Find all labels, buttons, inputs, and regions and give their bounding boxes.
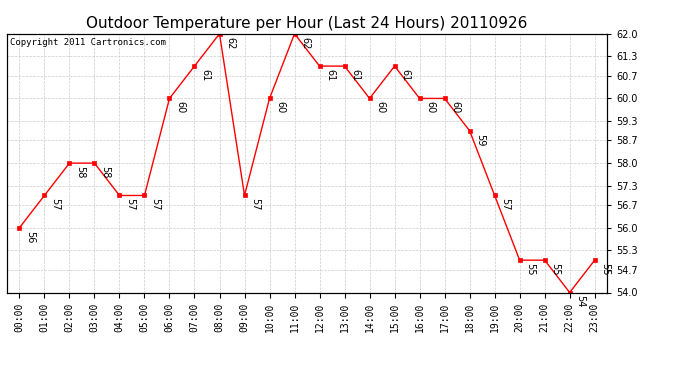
Title: Outdoor Temperature per Hour (Last 24 Hours) 20110926: Outdoor Temperature per Hour (Last 24 Ho… [86, 16, 528, 31]
Text: 61: 61 [400, 69, 410, 81]
Text: 57: 57 [50, 198, 60, 211]
Text: 59: 59 [475, 134, 485, 146]
Text: 57: 57 [250, 198, 260, 211]
Text: 62: 62 [300, 36, 310, 49]
Text: 55: 55 [600, 263, 610, 275]
Text: 54: 54 [575, 295, 585, 307]
Text: 60: 60 [450, 101, 460, 114]
Text: 57: 57 [125, 198, 135, 211]
Text: 57: 57 [150, 198, 160, 211]
Text: 60: 60 [275, 101, 285, 114]
Text: 61: 61 [350, 69, 360, 81]
Text: 58: 58 [75, 166, 85, 178]
Text: 55: 55 [550, 263, 560, 275]
Text: 56: 56 [25, 231, 35, 243]
Text: 55: 55 [525, 263, 535, 275]
Text: 61: 61 [200, 69, 210, 81]
Text: 62: 62 [225, 36, 235, 49]
Text: 60: 60 [175, 101, 185, 114]
Text: Copyright 2011 Cartronics.com: Copyright 2011 Cartronics.com [10, 38, 166, 46]
Text: 60: 60 [425, 101, 435, 114]
Text: 58: 58 [100, 166, 110, 178]
Text: 61: 61 [325, 69, 335, 81]
Text: 60: 60 [375, 101, 385, 114]
Text: 57: 57 [500, 198, 510, 211]
